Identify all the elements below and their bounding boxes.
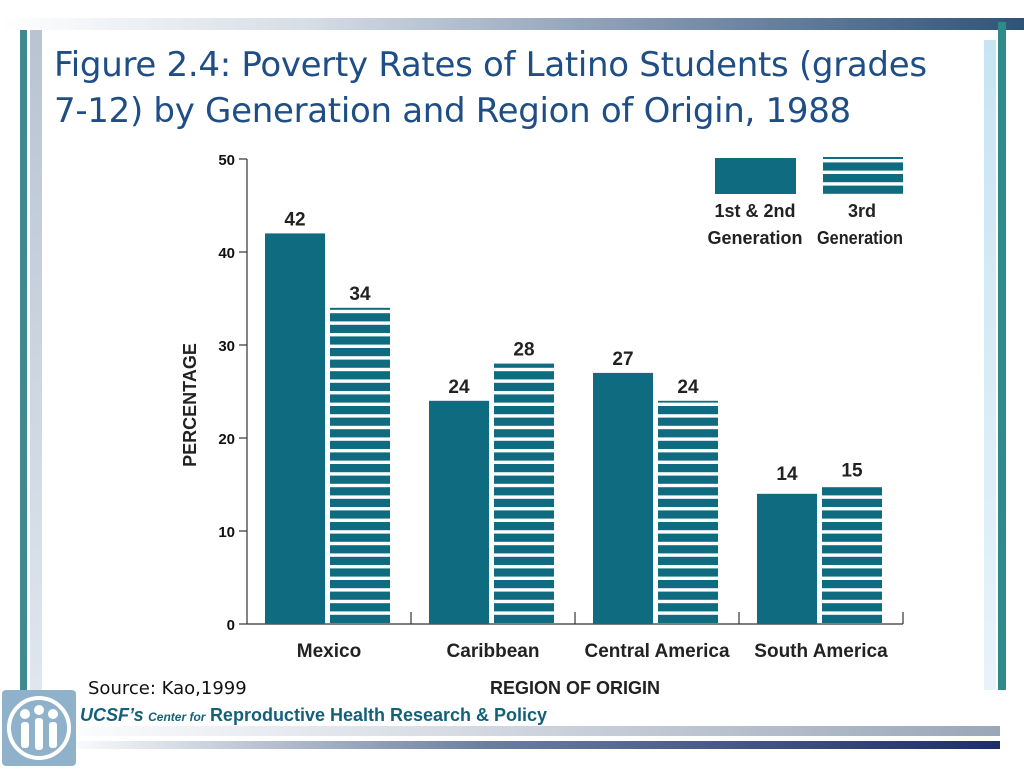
x-category-label: Caribbean [447, 641, 540, 662]
bar-3rd-generation [494, 363, 554, 624]
bottom-decorative-band [40, 726, 1000, 736]
y-axis-title: PERCENTAGE [180, 343, 200, 467]
legend-label-line1: 3rd [848, 201, 876, 221]
top-decorative-band [0, 18, 1024, 30]
y-tick-label: 40 [218, 245, 235, 262]
bar-value-label: 14 [776, 464, 798, 485]
y-tick-label: 20 [218, 431, 235, 448]
y-tick-label: 30 [218, 338, 235, 355]
slide-title: Figure 2.4: Poverty Rates of Latino Stud… [54, 45, 927, 131]
x-category-label: South America [754, 641, 888, 662]
bar-value-label: 24 [448, 377, 470, 398]
left-decorative-band [20, 30, 27, 690]
x-category-label: Mexico [297, 641, 361, 662]
bar-3rd-generation [822, 484, 882, 624]
x-axis-title: REGION OF ORIGIN [490, 678, 660, 698]
legend-swatch-1st-2nd-generation [715, 158, 796, 194]
legend-swatch-3rd-generation [823, 157, 903, 195]
bar-value-label: 34 [349, 284, 371, 305]
right-decorative-band [998, 22, 1006, 690]
right-decorative-band-light [984, 40, 996, 690]
bottom-decorative-band-navy [60, 741, 1000, 749]
bar-1st-2nd-generation [265, 233, 325, 624]
bar-value-label: 27 [612, 349, 633, 370]
y-tick-label: 50 [218, 152, 235, 169]
footer-org-name: UCSF’s Center for Reproductive Health Re… [80, 705, 547, 726]
footer-center-for: Center for [148, 710, 206, 724]
people-group-logo-icon [2, 690, 76, 766]
bar-value-label: 24 [677, 377, 699, 398]
legend-label-line2: Generation [707, 228, 802, 248]
bar-value-label: 42 [284, 209, 305, 230]
legend-label-line2: Generation [817, 228, 903, 248]
bar-value-label: 28 [513, 340, 534, 361]
y-tick-label: 0 [227, 617, 235, 634]
bar-1st-2nd-generation [429, 400, 489, 624]
bar-value-label: 15 [841, 461, 863, 482]
bar-3rd-generation [330, 307, 390, 624]
legend-label-line1: 1st & 2nd [714, 201, 795, 221]
footer-org-title: Reproductive Health Research & Policy [209, 705, 548, 725]
bar-1st-2nd-generation [593, 372, 653, 624]
x-category-label: Central America [584, 641, 729, 662]
bar-3rd-generation [658, 400, 718, 624]
left-decorative-band-light [30, 30, 42, 690]
source-note: Source: Kao,1999 [88, 678, 247, 699]
footer-ucsf: UCSF’s [80, 705, 144, 725]
bar-1st-2nd-generation [757, 493, 817, 624]
y-tick-label: 10 [218, 524, 235, 541]
